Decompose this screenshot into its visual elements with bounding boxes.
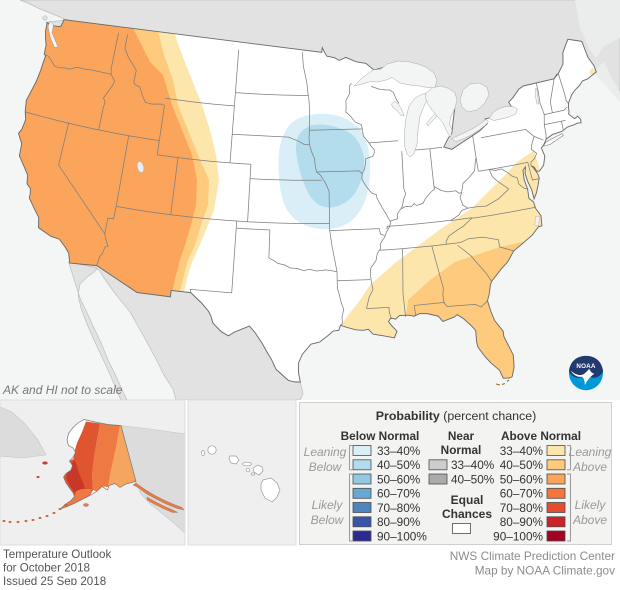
svg-text:Map by NOAA Climate.gov: Map by NOAA Climate.gov <box>475 564 615 578</box>
svg-text:NOAA: NOAA <box>576 363 596 370</box>
svg-text:40–50%: 40–50% <box>377 458 421 472</box>
svg-text:AK and HI not to scale: AK and HI not to scale <box>2 383 123 397</box>
svg-text:Leaning: Leaning <box>569 445 612 459</box>
svg-text:90–100%: 90–100% <box>377 529 427 543</box>
svg-text:Near: Near <box>448 429 475 443</box>
svg-text:33–40%: 33–40% <box>377 444 421 458</box>
svg-text:40–50%: 40–50% <box>500 458 544 472</box>
svg-text:Above: Above <box>572 460 607 474</box>
svg-text:Probability (percent chance): Probability (percent chance) <box>376 409 536 423</box>
svg-text:70–80%: 70–80% <box>500 501 544 515</box>
svg-text:Leaning: Leaning <box>304 445 347 459</box>
svg-text:50–60%: 50–60% <box>377 472 421 486</box>
svg-text:for October 2018: for October 2018 <box>3 562 90 575</box>
svg-text:Likely: Likely <box>312 498 344 512</box>
svg-text:80–90%: 80–90% <box>500 515 544 529</box>
svg-text:90–100%: 90–100% <box>493 529 543 543</box>
svg-text:Issued 25 Sep 2018: Issued 25 Sep 2018 <box>3 575 106 585</box>
svg-text:70–80%: 70–80% <box>377 501 421 515</box>
svg-text:33–40%: 33–40% <box>500 444 544 458</box>
svg-text:Likely: Likely <box>575 498 607 512</box>
svg-text:60–70%: 60–70% <box>500 487 544 501</box>
svg-text:60–70%: 60–70% <box>377 487 421 501</box>
svg-text:Above Normal: Above Normal <box>501 429 581 443</box>
svg-text:Above: Above <box>572 513 607 527</box>
svg-text:Below: Below <box>309 460 343 474</box>
svg-text:Equal: Equal <box>451 493 484 507</box>
svg-text:Normal: Normal <box>441 443 482 457</box>
svg-text:80–90%: 80–90% <box>377 515 421 529</box>
svg-text:Chances: Chances <box>442 507 492 521</box>
svg-text:Below Normal: Below Normal <box>341 429 420 443</box>
svg-text:Below: Below <box>311 513 345 527</box>
svg-text:33–40%: 33–40% <box>451 458 495 472</box>
svg-text:50–60%: 50–60% <box>500 472 544 486</box>
svg-text:NWS Climate Prediction Center: NWS Climate Prediction Center <box>450 549 615 563</box>
svg-text:40–50%: 40–50% <box>451 472 495 486</box>
svg-text:Temperature Outlook: Temperature Outlook <box>3 548 111 561</box>
